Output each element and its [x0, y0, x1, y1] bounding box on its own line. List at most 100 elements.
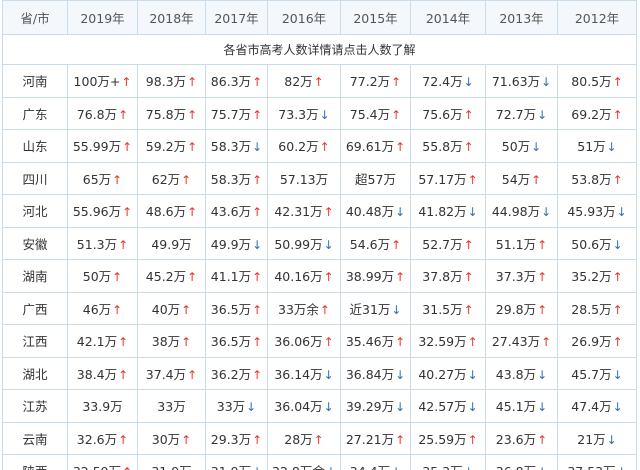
- value-text: 31.9万: [151, 464, 191, 470]
- value-cell: 75.8万↑: [137, 96, 206, 130]
- header-cell: 省/市: [2, 0, 68, 35]
- value-cell: 26.9万↑: [557, 324, 637, 358]
- province-cell: 江西: [2, 324, 68, 358]
- province-cell: 河南: [2, 64, 68, 98]
- value-text: 27.43万: [491, 334, 541, 350]
- trend-arrow: ↑: [181, 335, 192, 350]
- trend-arrow: ↑: [612, 270, 623, 285]
- trend-arrow: ↓: [463, 75, 474, 90]
- trend-arrow: ↓: [531, 140, 542, 155]
- trend-arrow: ↑: [252, 367, 263, 382]
- value-cell: 65万↑: [67, 161, 138, 195]
- value-cell: 32.59万↑: [67, 454, 138, 470]
- value-cell: 51.1万↑: [485, 226, 558, 260]
- trend-arrow: ↑: [252, 270, 263, 285]
- trend-arrow: ↑: [319, 140, 330, 155]
- trend-arrow: ↑: [313, 75, 324, 90]
- trend-arrow: ↑: [391, 75, 402, 90]
- header-row: 省/市 2019年 2018年 2017年 2016年 2015年 2014年 2013年 20…: [2, 0, 637, 35]
- trend-arrow: ↓: [537, 107, 548, 122]
- value-text: 31.5万: [422, 301, 463, 317]
- value-cell: 86.3万↑: [205, 64, 268, 98]
- value-text: 54.6万: [349, 236, 391, 252]
- value-text: 80.5万: [571, 74, 612, 90]
- header-cell: 2012年: [557, 0, 637, 35]
- value-cell: 40.27万↓: [410, 356, 486, 390]
- data-row: 河南 100万+↑ 98.3万↑ 86.3万↑ 82万↑ 77.2万↑ 72.4万↓ 71.6…: [2, 64, 637, 98]
- trend-arrow: ↑: [612, 75, 623, 90]
- value-text: 69.2万: [571, 106, 612, 122]
- trend-arrow: ↑: [531, 172, 542, 187]
- value-text: 33.9万: [82, 399, 123, 415]
- value-cell: 40.48万↓: [340, 194, 411, 228]
- value-text: 54万: [501, 171, 531, 187]
- value-cell: 37.3万↑: [485, 259, 558, 293]
- value-text: 23.6万: [495, 431, 537, 447]
- value-text: 36.8万: [496, 464, 536, 470]
- value-cell: 55.8万↑: [410, 129, 486, 163]
- trend-arrow: ↑: [463, 237, 474, 252]
- trend-arrow: ↑: [612, 335, 623, 350]
- header-cell: 2016年: [267, 0, 341, 35]
- value-cell: 33万余↑: [267, 291, 341, 325]
- trend-arrow: ↑: [391, 107, 402, 122]
- trend-arrow: ↓: [323, 367, 334, 382]
- value-cell: 36.8万↓: [485, 454, 558, 470]
- trend-arrow: ↑: [319, 302, 330, 317]
- value-text: 36.06万: [274, 334, 323, 350]
- value-cell: 50.99万↓: [267, 226, 341, 260]
- value-cell: 72.7万↓: [485, 96, 558, 130]
- value-cell: 33万↓: [205, 389, 268, 423]
- value-text: 25.59万: [418, 431, 467, 447]
- value-text: 37.8万: [422, 269, 463, 285]
- trend-arrow: ↑: [252, 75, 263, 90]
- trend-arrow: ↑: [252, 302, 263, 317]
- value-cell: 44.98万↓: [485, 194, 558, 228]
- value-cell: 57.17万↑: [410, 161, 486, 195]
- value-cell: 36.84万↓: [340, 356, 411, 390]
- value-cell: 35.46万↑: [340, 324, 411, 358]
- value-cell: 52.7万↑: [410, 226, 486, 260]
- trend-arrow: ↓: [323, 237, 334, 252]
- trend-arrow: ↑: [122, 465, 132, 470]
- value-text: 98.3万: [145, 74, 187, 90]
- trend-arrow: ↓: [395, 205, 406, 220]
- value-text: 71.63万: [491, 74, 541, 90]
- value-text: 50.99万: [274, 236, 323, 252]
- value-cell: 75.4万↑: [340, 96, 411, 130]
- value-text: 21万: [577, 431, 606, 447]
- trend-arrow: ↓: [464, 465, 474, 470]
- trend-arrow: ↑: [537, 432, 548, 447]
- value-text: 29.3万: [210, 431, 252, 447]
- value-text: 49.9万: [210, 236, 252, 252]
- value-text: 30万: [151, 431, 181, 447]
- value-cell: 60.2万↑: [267, 129, 341, 163]
- value-cell: 32.6万↑: [67, 421, 138, 455]
- value-text: 35.46万: [345, 334, 395, 350]
- data-row: 湖北 38.4万↑ 37.4万↑ 36.2万↑ 36.14万↓ 36.84万↓ 40.27万…: [2, 356, 637, 390]
- value-text: 26.9万: [571, 334, 612, 350]
- value-cell: 36.14万↓: [267, 356, 341, 390]
- value-text: 超57万: [355, 171, 396, 187]
- trend-arrow: ↑: [323, 335, 334, 350]
- trend-arrow: ↑: [181, 302, 192, 317]
- trend-arrow: ↑: [187, 205, 198, 220]
- value-cell: 37.4万↑: [137, 356, 206, 390]
- header-cell: 2017年: [205, 0, 268, 35]
- trend-arrow: ↑: [612, 107, 623, 122]
- value-cell: 38万↑: [137, 324, 206, 358]
- value-text: 40万: [151, 301, 181, 317]
- value-text: 62万: [151, 171, 181, 187]
- trend-arrow: ↑: [463, 270, 474, 285]
- value-cell: 41.1万↑: [205, 259, 268, 293]
- value-text: 72.4万: [422, 74, 463, 90]
- value-cell: 45.7万↓: [557, 356, 637, 390]
- trend-arrow: ↑: [187, 107, 198, 122]
- value-cell: 37.8万↑: [410, 259, 486, 293]
- trend-arrow: ↑: [118, 335, 129, 350]
- province-cell: 湖南: [2, 259, 68, 293]
- value-cell: 42.1万↑: [67, 324, 138, 358]
- trend-arrow: ↓: [326, 465, 336, 470]
- value-text: 100万+: [73, 74, 121, 90]
- trend-arrow: ↓: [395, 400, 406, 415]
